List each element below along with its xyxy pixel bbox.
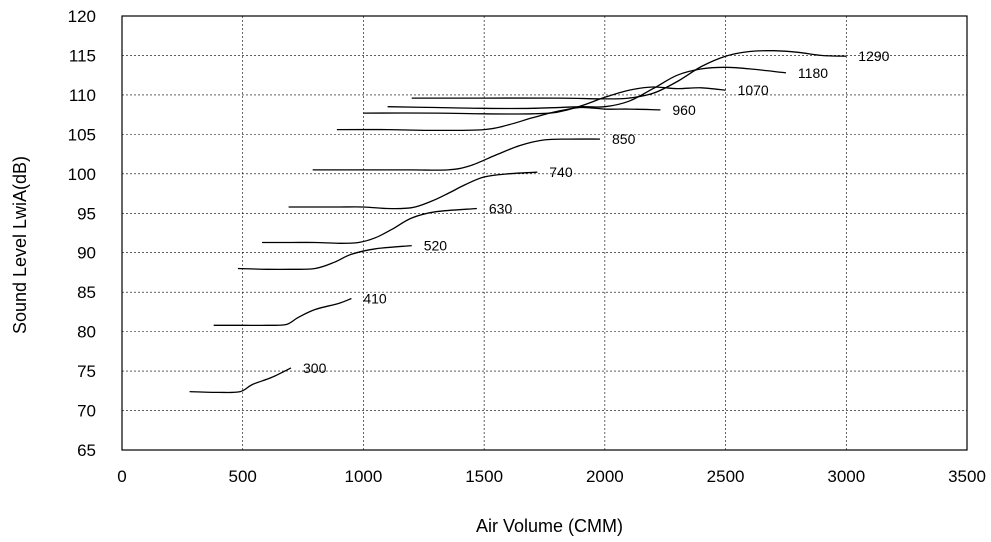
series-labels: 300 410 520 630 740 850 960 1070 1180 1290 — [303, 48, 890, 376]
x-tick-label: 1500 — [465, 467, 503, 486]
x-tick-label: 1000 — [345, 467, 383, 486]
x-tick-label: 2000 — [586, 467, 624, 486]
y-tick-labels: 65 70 75 80 85 90 95 100 105 110 115 120 — [68, 7, 96, 460]
grid — [122, 16, 967, 450]
y-tick-label: 70 — [77, 402, 96, 421]
series-label-960: 960 — [672, 102, 696, 118]
y-tick-label: 115 — [69, 46, 96, 65]
y-tick-label: 80 — [77, 323, 96, 342]
x-tick-labels: 0 500 1000 1500 2000 2500 3000 3500 — [117, 467, 986, 486]
x-tick-label: 3500 — [948, 467, 986, 486]
series-label-1070: 1070 — [738, 82, 769, 98]
series-line-410 — [213, 297, 352, 327]
y-tick-label: 120 — [68, 7, 96, 26]
x-tick-label: 0 — [117, 467, 126, 486]
series-label-850: 850 — [612, 131, 636, 147]
y-tick-label: 65 — [77, 441, 96, 460]
series-label-740: 740 — [549, 164, 573, 180]
series-line-630 — [262, 207, 477, 244]
y-tick-label: 110 — [69, 86, 96, 105]
series-line-1070 — [363, 86, 726, 115]
series-label-300: 300 — [303, 360, 327, 376]
series-line-300 — [189, 367, 292, 394]
x-tick-label: 2500 — [707, 467, 745, 486]
y-tick-label: 95 — [77, 204, 96, 223]
series-label-1290: 1290 — [858, 48, 889, 64]
series-label-630: 630 — [489, 201, 513, 217]
x-tick-label: 3000 — [827, 467, 865, 486]
y-tick-label: 105 — [68, 125, 96, 144]
series-line-1290 — [411, 50, 847, 100]
series-line-740 — [288, 171, 538, 210]
y-tick-label: 85 — [77, 283, 96, 302]
series-label-410: 410 — [363, 290, 387, 306]
series-line-1180 — [387, 66, 786, 110]
x-tick-label: 500 — [229, 467, 257, 486]
y-axis-label: Sound Level LwiA(dB) — [10, 156, 30, 334]
plot-frame — [121, 15, 968, 451]
series-lines — [189, 50, 847, 394]
series-label-520: 520 — [424, 238, 448, 254]
x-axis-label: Air Volume (CMM) — [476, 516, 623, 536]
series-line-520 — [237, 244, 412, 271]
series-line-960 — [336, 106, 661, 132]
y-tick-label: 100 — [68, 165, 96, 184]
series-line-850 — [312, 138, 601, 171]
series-label-1180: 1180 — [798, 65, 828, 81]
y-tick-label: 90 — [77, 244, 96, 263]
y-tick-label: 75 — [77, 362, 96, 381]
